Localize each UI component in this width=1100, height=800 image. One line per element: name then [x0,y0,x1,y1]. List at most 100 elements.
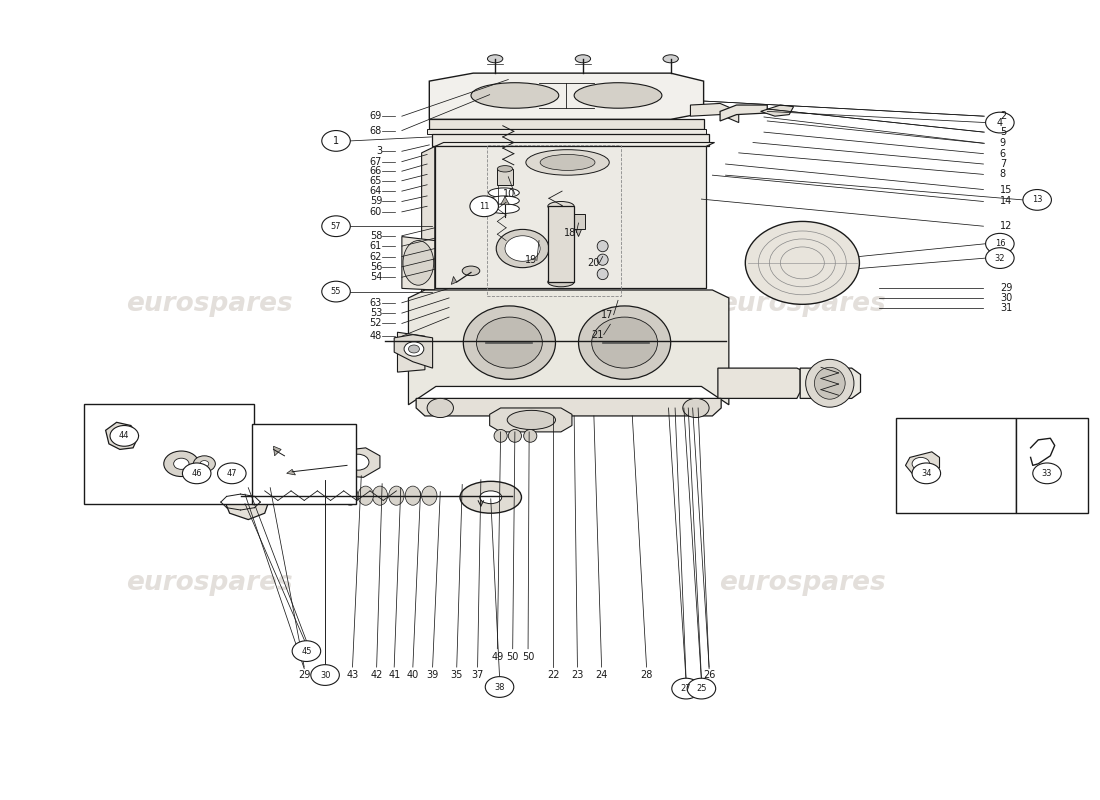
Polygon shape [397,332,425,372]
Polygon shape [106,422,139,450]
Text: 37: 37 [472,670,484,680]
Ellipse shape [460,482,521,514]
Text: 4: 4 [997,118,1003,127]
Text: eurospares: eurospares [126,291,294,318]
Ellipse shape [358,486,373,506]
Ellipse shape [540,154,595,170]
Ellipse shape [408,345,419,353]
Circle shape [1033,463,1062,484]
Text: 7: 7 [1000,159,1006,169]
Text: 47: 47 [227,469,238,478]
Text: 67: 67 [370,157,382,166]
Text: 27: 27 [681,684,691,693]
Text: 29: 29 [298,670,310,680]
Text: 3: 3 [376,146,382,156]
Ellipse shape [404,342,424,356]
Text: 53: 53 [370,308,382,318]
Polygon shape [287,470,296,475]
Polygon shape [394,334,432,368]
Ellipse shape [194,456,216,472]
Polygon shape [500,197,509,205]
Circle shape [311,665,339,686]
Polygon shape [431,134,710,146]
Text: 21: 21 [592,330,604,340]
Circle shape [986,234,1014,254]
Ellipse shape [421,486,437,506]
Ellipse shape [488,196,519,206]
Text: eurospares: eurospares [719,291,886,318]
Text: 29: 29 [1000,283,1012,294]
Polygon shape [416,398,722,416]
Text: 10: 10 [503,190,515,199]
Text: 6: 6 [1000,149,1006,158]
Polygon shape [421,146,434,294]
Ellipse shape [164,451,199,477]
Ellipse shape [476,317,542,368]
Ellipse shape [388,486,404,506]
Bar [548,206,574,282]
Text: 15: 15 [1000,185,1012,194]
Text: 59: 59 [370,197,382,206]
Text: 13: 13 [1032,195,1043,204]
Text: 16: 16 [994,239,1005,248]
Text: 1: 1 [333,136,339,146]
Text: 46: 46 [191,469,202,478]
Text: 40: 40 [407,670,419,680]
Ellipse shape [507,410,556,430]
Ellipse shape [488,188,519,198]
Text: 57: 57 [331,222,341,230]
Text: 31: 31 [1000,303,1012,314]
Text: 45: 45 [301,646,311,656]
Circle shape [688,678,716,699]
Text: 64: 64 [370,186,382,196]
Ellipse shape [372,486,387,506]
Text: 43: 43 [346,670,359,680]
Text: 20: 20 [587,258,600,268]
Text: 14: 14 [1000,197,1012,206]
Circle shape [293,641,321,662]
Polygon shape [575,229,582,237]
Polygon shape [336,448,380,478]
Ellipse shape [342,486,358,506]
Text: 52: 52 [370,318,382,329]
Text: 25: 25 [696,684,706,693]
Ellipse shape [494,430,507,442]
Text: 35: 35 [451,670,463,680]
Circle shape [183,463,211,484]
Text: 60: 60 [370,207,382,217]
Text: 50: 50 [521,652,535,662]
Polygon shape [761,105,793,116]
Ellipse shape [575,55,591,62]
Text: 9: 9 [1000,138,1006,148]
Text: 23: 23 [571,670,584,680]
Text: 38: 38 [494,682,505,691]
Ellipse shape [471,82,559,108]
Ellipse shape [405,486,420,506]
Ellipse shape [235,488,257,504]
Text: 55: 55 [331,287,341,296]
Circle shape [986,112,1014,133]
Ellipse shape [487,55,503,62]
Ellipse shape [805,359,854,407]
Polygon shape [691,103,739,122]
Polygon shape [800,368,860,398]
Bar [1016,418,1088,514]
Ellipse shape [597,269,608,280]
Ellipse shape [592,317,658,368]
Text: 61: 61 [370,241,382,251]
Text: 58: 58 [370,230,382,241]
Text: 12: 12 [1000,222,1012,231]
Bar [434,146,706,288]
Bar [572,214,585,229]
Text: 68: 68 [370,126,382,135]
Polygon shape [720,105,767,121]
Circle shape [218,463,246,484]
Polygon shape [402,237,434,290]
Text: 30: 30 [1000,293,1012,303]
Circle shape [322,216,350,237]
Bar [497,169,513,185]
Text: 54: 54 [370,272,382,282]
Ellipse shape [113,430,131,442]
Circle shape [470,196,498,217]
Bar [487,145,622,296]
